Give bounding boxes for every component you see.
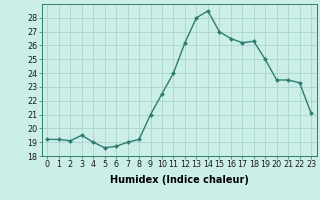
X-axis label: Humidex (Indice chaleur): Humidex (Indice chaleur) [110,175,249,185]
